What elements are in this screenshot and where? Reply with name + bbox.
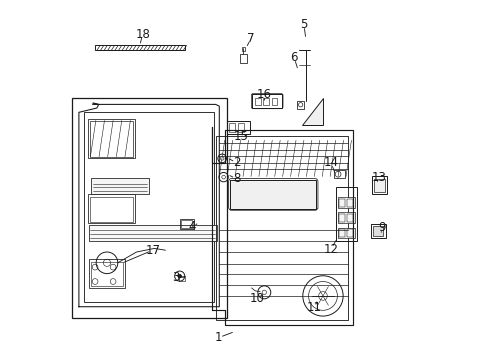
Text: 2: 2 bbox=[232, 156, 240, 169]
Bar bbox=[346, 214, 352, 222]
Bar bbox=[216, 136, 347, 320]
Bar bbox=[88, 119, 134, 158]
Bar bbox=[241, 47, 244, 51]
Text: 1: 1 bbox=[214, 331, 222, 344]
Polygon shape bbox=[302, 98, 322, 125]
Bar bbox=[240, 54, 246, 63]
Bar bbox=[84, 112, 213, 302]
Bar bbox=[263, 98, 268, 105]
Bar bbox=[89, 121, 133, 157]
Bar bbox=[297, 101, 303, 109]
Bar bbox=[89, 259, 125, 288]
Circle shape bbox=[178, 274, 181, 278]
Text: 10: 10 bbox=[249, 292, 264, 305]
Bar bbox=[371, 176, 386, 194]
Text: 5: 5 bbox=[300, 18, 307, 31]
Bar bbox=[339, 199, 344, 207]
Bar bbox=[89, 225, 216, 241]
Text: 13: 13 bbox=[370, 171, 386, 184]
Text: 8: 8 bbox=[232, 172, 240, 185]
Bar bbox=[254, 98, 260, 105]
Bar bbox=[228, 123, 235, 132]
Bar bbox=[271, 98, 277, 105]
Text: 9: 9 bbox=[378, 221, 385, 234]
Text: 17: 17 bbox=[145, 244, 160, 257]
Text: 7: 7 bbox=[247, 32, 254, 45]
Bar bbox=[226, 121, 249, 134]
Bar bbox=[88, 194, 134, 223]
Text: 4: 4 bbox=[188, 220, 196, 233]
Bar bbox=[337, 212, 355, 223]
Text: 12: 12 bbox=[323, 243, 338, 256]
Bar bbox=[339, 229, 344, 237]
Bar bbox=[89, 197, 133, 222]
Text: 15: 15 bbox=[233, 130, 248, 143]
Bar bbox=[373, 179, 384, 192]
Bar bbox=[337, 228, 355, 238]
Text: 18: 18 bbox=[135, 28, 150, 41]
Bar bbox=[91, 178, 149, 194]
Bar bbox=[370, 224, 386, 238]
Bar bbox=[91, 262, 122, 286]
Bar bbox=[339, 214, 344, 222]
Bar bbox=[372, 226, 383, 236]
Bar bbox=[179, 219, 194, 229]
Bar bbox=[95, 45, 185, 50]
Text: 3: 3 bbox=[171, 271, 179, 284]
Bar bbox=[333, 170, 344, 178]
Bar bbox=[252, 94, 282, 108]
Text: 14: 14 bbox=[323, 156, 338, 169]
Bar bbox=[346, 199, 352, 207]
Text: 16: 16 bbox=[256, 88, 271, 101]
Bar bbox=[179, 277, 184, 281]
Text: 6: 6 bbox=[290, 51, 297, 64]
Bar bbox=[346, 229, 352, 237]
Bar bbox=[337, 197, 355, 208]
Text: 11: 11 bbox=[306, 301, 321, 314]
Bar bbox=[72, 98, 227, 318]
Bar bbox=[336, 187, 356, 241]
Bar bbox=[181, 220, 192, 228]
Bar bbox=[238, 123, 244, 132]
Bar bbox=[230, 180, 316, 209]
